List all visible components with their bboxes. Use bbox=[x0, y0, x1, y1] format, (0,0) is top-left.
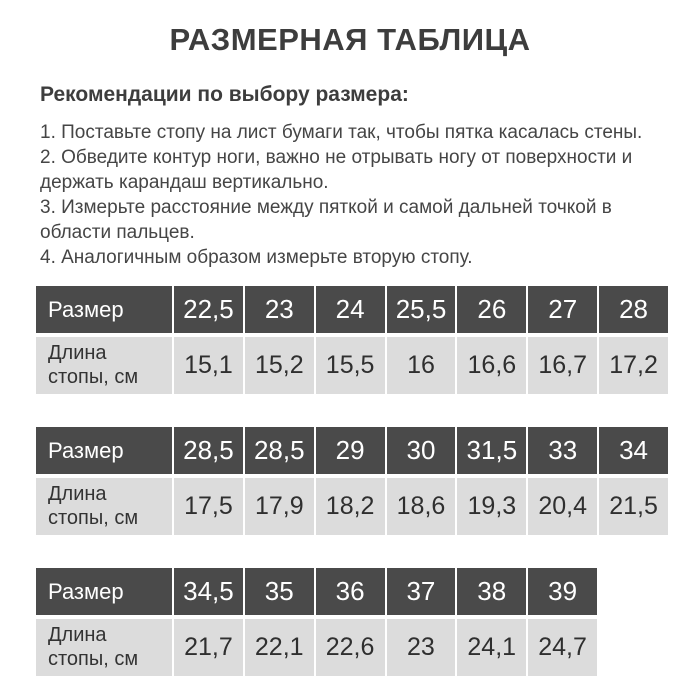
size-cell: 30 bbox=[386, 427, 456, 474]
instructions-list: 1. Поставьте стопу на лист бумаги так, ч… bbox=[40, 120, 662, 270]
foot-length-cell: 15,1 bbox=[174, 337, 243, 394]
foot-length-cell: 24,7 bbox=[528, 619, 597, 676]
instruction-step-4: 4. Аналогичным образом измерьте вторую с… bbox=[40, 247, 473, 268]
size-cell: 22,5 bbox=[174, 286, 243, 333]
foot-length-cell: 18,6 bbox=[386, 478, 456, 535]
size-cell: 36 bbox=[315, 568, 385, 615]
size-cell: 25,5 bbox=[386, 286, 456, 333]
instruction-step-3: 3. Измерьте расстояние между пяткой и са… bbox=[40, 197, 612, 243]
size-cell: 24 bbox=[315, 286, 385, 333]
size-row-label: Размер bbox=[36, 286, 172, 333]
foot-length-cell: 15,5 bbox=[315, 337, 385, 394]
foot-length-cell: 19,3 bbox=[457, 478, 527, 535]
foot-length-cell: 18,2 bbox=[315, 478, 385, 535]
size-cell: 35 bbox=[244, 568, 314, 615]
size-cell: 28,5 bbox=[174, 427, 243, 474]
size-table-2: Размер 28,5 28,5 29 30 31,5 33 34 Длина … bbox=[36, 427, 668, 535]
foot-length-cell: 22,1 bbox=[244, 619, 314, 676]
size-cell: 28 bbox=[599, 286, 668, 333]
foot-length-row-label: Длина стопы, см bbox=[36, 337, 172, 394]
size-cell: 27 bbox=[528, 286, 598, 333]
page-title: РАЗМЕРНАЯ ТАБЛИЦА bbox=[169, 22, 531, 57]
foot-length-cell: 24,1 bbox=[457, 619, 527, 676]
foot-length-cell: 16,7 bbox=[528, 337, 598, 394]
size-cell: 29 bbox=[315, 427, 385, 474]
size-cell: 31,5 bbox=[457, 427, 527, 474]
foot-length-row-label: Длина стопы, см bbox=[36, 619, 172, 676]
foot-length-cell: 21,5 bbox=[599, 478, 668, 535]
foot-length-cell: 21,7 bbox=[174, 619, 243, 676]
size-cell: 38 bbox=[457, 568, 527, 615]
size-table-1: Размер 22,5 23 24 25,5 26 27 28 Длина ст… bbox=[36, 286, 668, 394]
size-cell: 23 bbox=[244, 286, 314, 333]
size-row-label: Размер bbox=[36, 427, 172, 474]
foot-length-cell: 23 bbox=[386, 619, 456, 676]
foot-length-cell: 17,2 bbox=[599, 337, 668, 394]
foot-length-cell: 17,5 bbox=[174, 478, 243, 535]
recommendations-heading: Рекомендации по выбору размера: bbox=[40, 83, 409, 106]
size-row-label: Размер bbox=[36, 568, 172, 615]
size-cell: 39 bbox=[528, 568, 597, 615]
size-cell: 34,5 bbox=[174, 568, 243, 615]
foot-length-row-label: Длина стопы, см bbox=[36, 478, 172, 535]
size-cell: 37 bbox=[386, 568, 456, 615]
size-table-3: Размер 34,5 35 36 37 38 39 Длина стопы, … bbox=[36, 568, 597, 676]
foot-length-cell: 16,6 bbox=[457, 337, 527, 394]
foot-length-cell: 17,9 bbox=[244, 478, 314, 535]
size-cell: 26 bbox=[457, 286, 527, 333]
size-cell: 33 bbox=[528, 427, 598, 474]
size-cell: 28,5 bbox=[244, 427, 314, 474]
foot-length-cell: 15,2 bbox=[244, 337, 314, 394]
size-cell: 34 bbox=[599, 427, 668, 474]
foot-length-cell: 16 bbox=[386, 337, 456, 394]
foot-length-cell: 20,4 bbox=[528, 478, 598, 535]
instruction-step-2: 2. Обведите контур ноги, важно не отрыва… bbox=[40, 147, 633, 193]
foot-length-cell: 22,6 bbox=[315, 619, 385, 676]
instruction-step-1: 1. Поставьте стопу на лист бумаги так, ч… bbox=[40, 122, 643, 143]
